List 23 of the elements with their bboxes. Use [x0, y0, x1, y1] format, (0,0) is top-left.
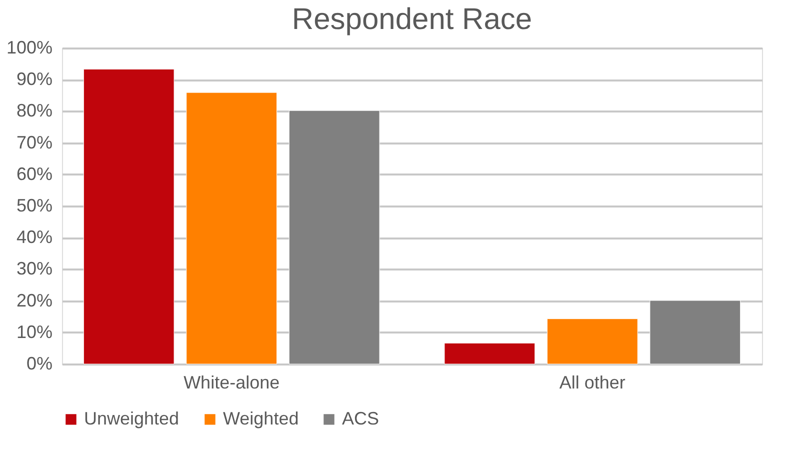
y-tick-label: 30% [16, 258, 52, 279]
y-tick-label: 20% [16, 290, 52, 310]
bar [83, 68, 174, 364]
bar [186, 92, 278, 364]
bar [546, 318, 638, 364]
y-tick-label: 60% [16, 164, 52, 184]
y-tick-label: 80% [16, 100, 52, 121]
y-tick-label: 70% [16, 132, 52, 152]
bar [288, 110, 380, 364]
y-tick-label: 90% [16, 69, 52, 90]
y-tick-label: 10% [16, 322, 52, 342]
y-tick-label: 100% [6, 38, 52, 58]
x-tick-label: All other [559, 372, 626, 392]
bar [444, 342, 536, 364]
y-tick-label: 40% [16, 227, 52, 248]
legend-label: Unweighted [84, 408, 180, 428]
chart-title: Respondent Race [292, 3, 532, 36]
bar [650, 300, 741, 364]
x-tick-label: White-alone [184, 372, 280, 392]
legend-label: Weighted [223, 408, 299, 428]
legend-label: ACS [342, 408, 380, 428]
y-tick-label: 50% [16, 196, 52, 216]
y-tick-label: 0% [26, 354, 52, 374]
